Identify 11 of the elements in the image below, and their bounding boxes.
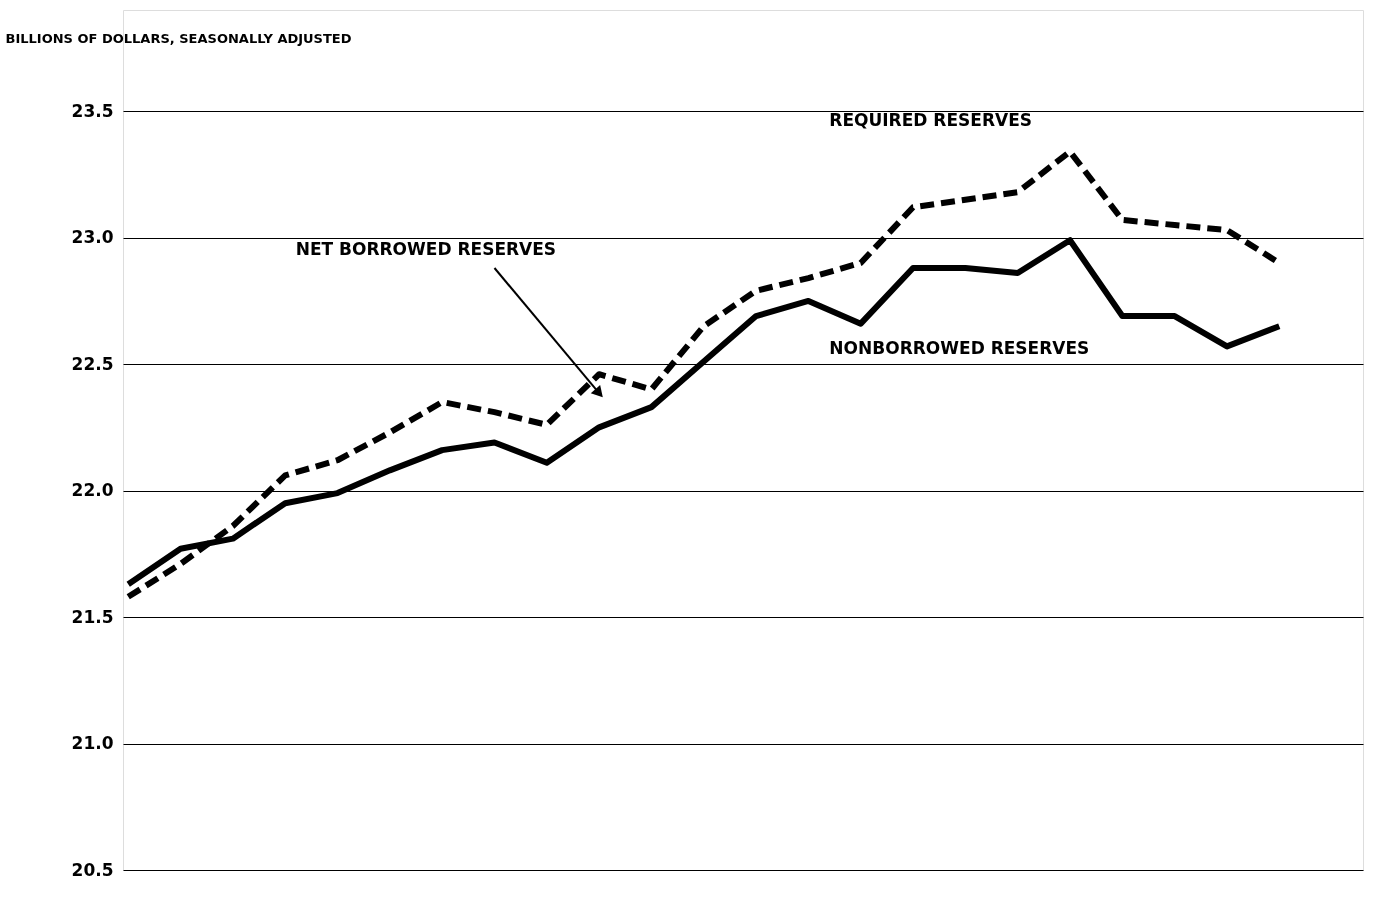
series-label: NONBORROWED RESERVES [829,337,1090,358]
y-tick-label: 22.5 [71,353,114,374]
y-tick-label: 23.5 [71,100,114,121]
y-tick-label: 23.0 [71,227,114,248]
y-tick-label: 20.5 [71,859,114,880]
text: REQUIRED RESERVES [829,110,1033,131]
y-tick-label: 21.5 [71,606,114,627]
y-tick-label: 22.0 [71,480,114,501]
y-axis-title: BILLIONS OF DOLLARS, SEASONALLY ADJUSTED [5,30,352,46]
annotation: NET BORROWED RESERVES [295,239,557,260]
y-tick-label: 21.0 [71,733,114,754]
